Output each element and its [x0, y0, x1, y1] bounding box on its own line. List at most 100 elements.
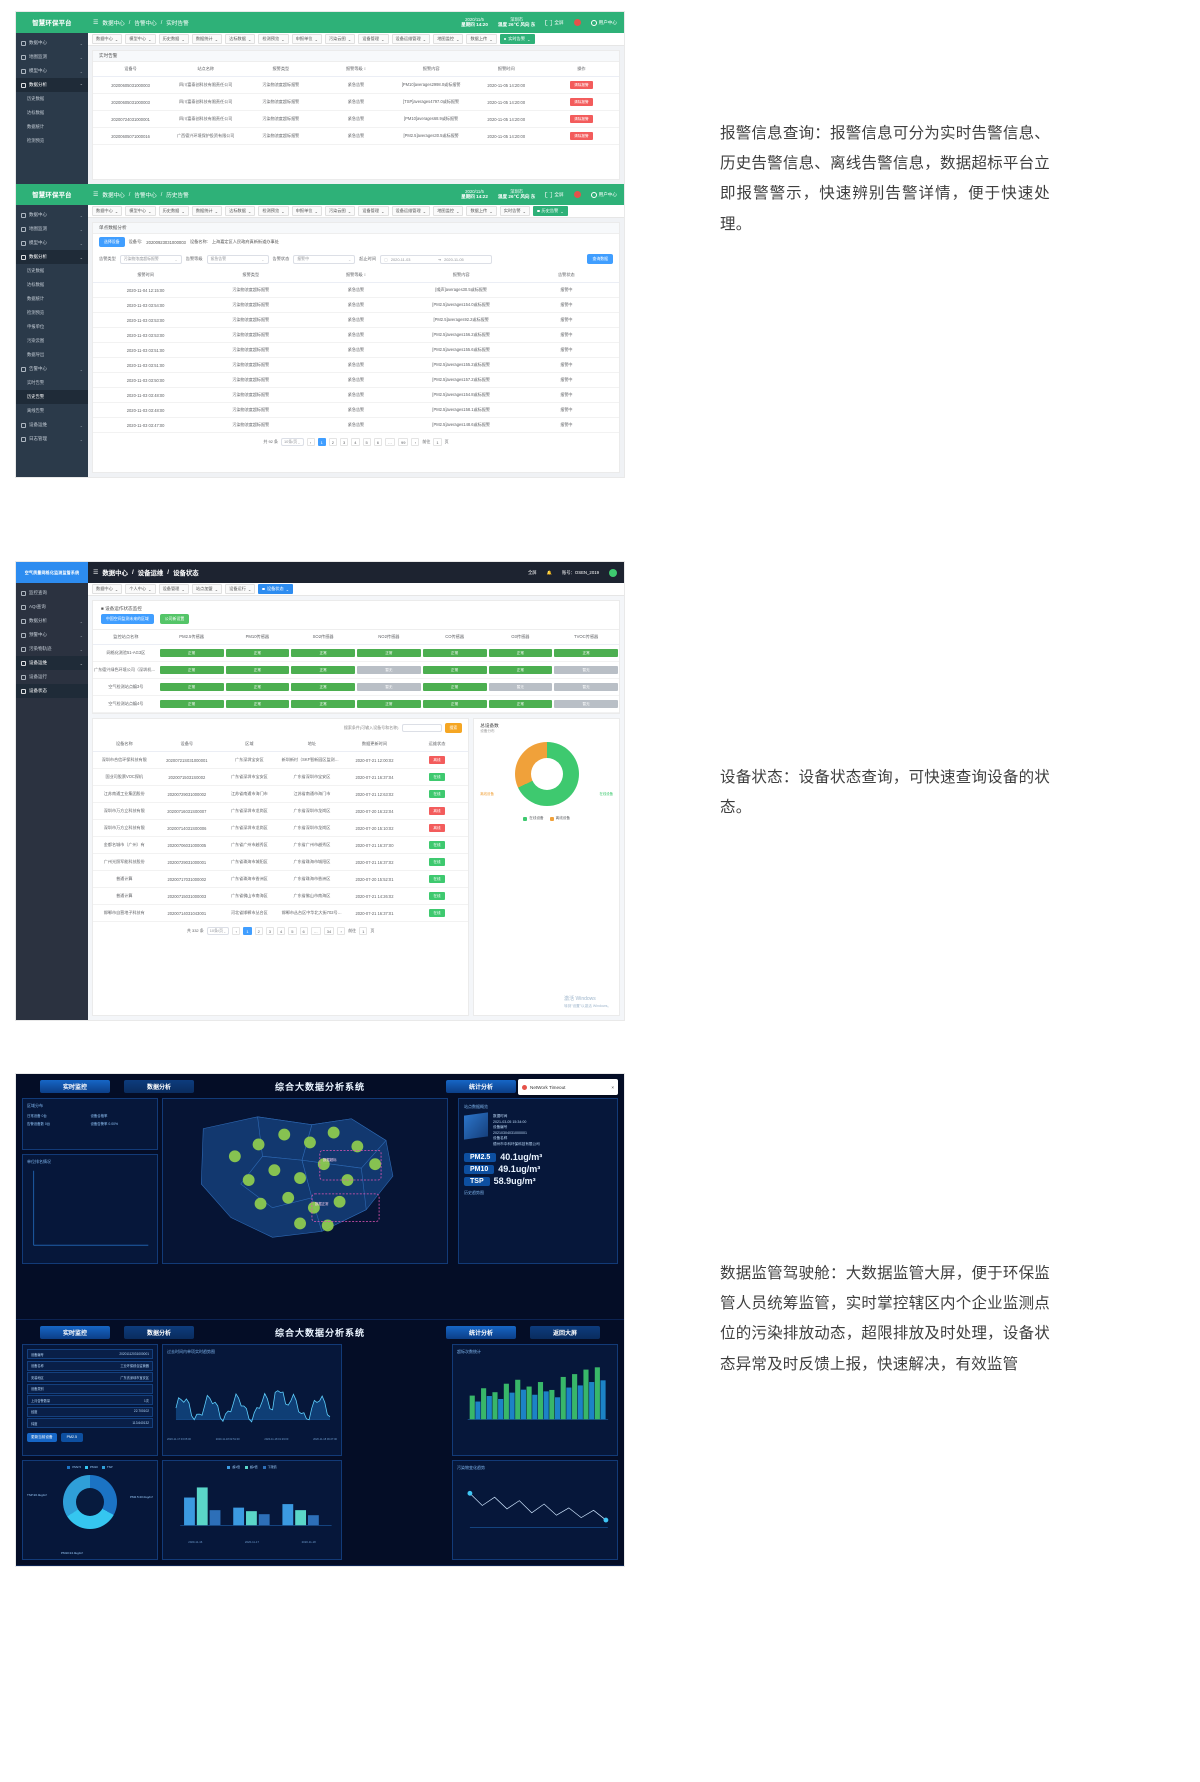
- status-pill[interactable]: 暂无: [357, 666, 421, 674]
- tab-data-analysis[interactable]: 数据分析: [124, 1080, 194, 1093]
- table-row[interactable]: 20200605071000016 广西德兴环境保护投资有限公司 污染物浓度超标报警…: [93, 127, 619, 145]
- tab-7[interactable]: 污染云图 ⌄: [324, 34, 356, 44]
- tab-8[interactable]: 设备管理 ⌄: [358, 34, 389, 44]
- sidebar3-item-7[interactable]: 设备状态: [16, 684, 88, 698]
- fullscreen-button[interactable]: 全屏: [545, 19, 564, 26]
- status-pill[interactable]: 正常: [225, 666, 290, 674]
- page-34[interactable]: 34: [323, 927, 335, 935]
- state-badge[interactable]: 在线: [429, 841, 445, 849]
- page-size-select[interactable]: 10条/页 ⌄: [281, 438, 304, 446]
- sidebar3-item-1[interactable]: AQI查询: [16, 600, 88, 614]
- state-badge[interactable]: 在线: [429, 790, 445, 798]
- table-row[interactable]: 2020-11-03 03:50:00 污染物浓度超标报警 紧急告警 [PM2.5]a…: [93, 372, 619, 388]
- table-row[interactable]: 空气检测站点编3号 正常 正常 正常 暂无 正常 暂无 暂无: [93, 678, 619, 696]
- col2-4[interactable]: 告警状态: [513, 268, 619, 283]
- col4-5[interactable]: 运维状态: [405, 737, 469, 752]
- sidebar-item-3[interactable]: 数据分析 ⌃: [16, 78, 88, 92]
- col3-5[interactable]: CO传感器: [421, 629, 488, 645]
- col2-3[interactable]: 报警内容: [408, 268, 514, 283]
- tab2-8[interactable]: 设备管理 ⌄: [358, 206, 389, 216]
- page-5[interactable]: 5: [288, 927, 297, 935]
- col4-2[interactable]: 区域: [218, 737, 281, 752]
- pie-legend-0[interactable]: PM2.5: [67, 1465, 81, 1469]
- chart-c-legend-2[interactable]: 下限值: [262, 1465, 277, 1469]
- state-badge[interactable]: 离线: [429, 807, 445, 815]
- tab-stat-analysis[interactable]: 统计分析: [446, 1080, 516, 1093]
- tab-2[interactable]: 历史数据 ⌄: [158, 34, 189, 44]
- search-button[interactable]: 查询数据: [587, 254, 613, 264]
- sidebar-item-5[interactable]: 达标数据: [16, 106, 88, 120]
- table-row[interactable]: 20200724031000001 四川富泰创科技有限责任公司 污染物浓度超标报警紧…: [93, 110, 619, 128]
- col2-0[interactable]: 报警时间: [93, 268, 199, 283]
- sidebar-item-1[interactable]: 地图监测 ⌄: [16, 50, 88, 64]
- status-pill[interactable]: 正常: [225, 649, 290, 657]
- tab-data-analysis-2[interactable]: 数据分析: [124, 1326, 194, 1339]
- goto-input-3[interactable]: 1: [359, 927, 368, 935]
- legend-online[interactable]: 在线设备: [523, 816, 544, 821]
- clear-alarm-button[interactable]: 清除报警: [570, 132, 593, 140]
- tab2-1[interactable]: 模型中心 ⌄: [125, 206, 156, 216]
- tab2-2[interactable]: 历史数据 ⌄: [158, 206, 189, 216]
- tab-realtime-monitor-2[interactable]: 实时监控: [40, 1326, 110, 1339]
- col2-2[interactable]: 报警等级 ↕: [303, 268, 409, 283]
- status-pill[interactable]: 正常: [159, 700, 224, 708]
- status-pill[interactable]: 正常: [554, 649, 618, 657]
- tab2-7[interactable]: 污染云图 ⌄: [324, 206, 356, 216]
- prev-page-button-3[interactable]: ‹: [232, 927, 241, 935]
- sidebar2-item-14[interactable]: 离线告警: [16, 404, 88, 418]
- account-label[interactable]: 账号：OSEN_2019: [561, 569, 599, 575]
- col4-3[interactable]: 地址: [280, 737, 344, 752]
- sidebar-item-4[interactable]: 历史数据: [16, 92, 88, 106]
- sidebar-item-7[interactable]: 检测预览: [16, 134, 88, 148]
- tab2-11[interactable]: 数据上传 ⌄: [466, 206, 497, 216]
- page-size-select-3[interactable]: 10条/页 ⌄: [206, 927, 230, 935]
- map-panel[interactable]: 数据超标 数据正常: [162, 1098, 448, 1264]
- status-pill[interactable]: 正常: [422, 683, 487, 691]
- table-row[interactable]: 深圳市合信环保科技有限 20200721S031000001 广东深圳宝安区 新圳新村…: [93, 751, 469, 769]
- table-row[interactable]: 邯郸市自营地子科技有 20200714031043001 河北省邯郸市丛台区 邯郸市丛…: [93, 904, 469, 922]
- table-row[interactable]: 深圳市万方立科技有限 20200714031S00006 广东省深圳市龙岗区 广东省深…: [93, 819, 469, 837]
- status-pill[interactable]: 正常: [159, 666, 224, 674]
- tab-6[interactable]: 申报单位 ⌄: [291, 34, 322, 44]
- tab2-3[interactable]: 数据统计 ⌄: [191, 206, 223, 216]
- chart-c-legend-1[interactable]: 超2倍: [244, 1465, 258, 1469]
- status-pill[interactable]: 暂无: [554, 683, 618, 691]
- col4-4[interactable]: 数据更新时间: [343, 737, 406, 752]
- table-row[interactable]: 国业司股票VOC探机 20200715031S0002 广东省深圳市宝安区 广东省深圳…: [93, 768, 469, 786]
- table-row[interactable]: 2020-11-04 12:15:00 污染物浓度超标报警 紧急告警 [噪声]aver…: [93, 282, 619, 298]
- sidebar2-item-6[interactable]: 数据统计: [16, 292, 88, 306]
- goto-input[interactable]: 1: [433, 438, 442, 446]
- sidebar3-item-2[interactable]: 数据分析 ⌄: [16, 614, 88, 628]
- tab-5[interactable]: 检测预览 ⌄: [258, 34, 289, 44]
- state-badge[interactable]: 离线: [429, 824, 445, 832]
- pie-legend-2[interactable]: TSP: [101, 1465, 113, 1469]
- col3-6[interactable]: O3传感器: [487, 629, 554, 645]
- breadcrumb2-item-1[interactable]: 告警中心: [134, 192, 157, 199]
- status-pill[interactable]: 暂无: [488, 683, 553, 691]
- page-2[interactable]: 2: [254, 927, 263, 935]
- tab-0[interactable]: 数据中心 ⌄: [92, 34, 123, 44]
- col-4[interactable]: 报警内容: [393, 62, 469, 77]
- avatar-3[interactable]: [609, 568, 617, 577]
- breadcrumb3-item-0[interactable]: 数据中心: [102, 570, 128, 577]
- status-pill[interactable]: 暂无: [554, 666, 618, 674]
- sidebar2-item-16[interactable]: 日志管理 ⌄: [16, 432, 88, 446]
- next-page-button-3[interactable]: ›: [337, 927, 346, 935]
- tab2-13[interactable]: 历史告警 ⌄: [533, 206, 568, 216]
- status-pill[interactable]: 暂无: [357, 683, 421, 691]
- table-row[interactable]: 2020-11-03 03:47:00 污染物浓度超标报警 紧急告警 [PM2.5]a…: [93, 417, 619, 433]
- table-row[interactable]: 金都名城市（广州）有 20200706031000005 广东省广州市越秀区 广东省广…: [93, 836, 469, 854]
- col2-1[interactable]: 报警类型: [198, 268, 304, 283]
- tab2-10[interactable]: 地图监控 ⌄: [433, 206, 464, 216]
- alarm-state-select[interactable]: 报警中 ⌄: [293, 254, 356, 264]
- status-pill[interactable]: 正常: [422, 649, 487, 657]
- tab2-12[interactable]: 实时告警 ⌄: [499, 206, 531, 216]
- sidebar2-item-4[interactable]: 历史数据: [16, 264, 88, 278]
- status-pill[interactable]: 正常: [357, 700, 421, 708]
- status-pill[interactable]: 正常: [225, 683, 290, 691]
- page-1[interactable]: 1: [243, 927, 252, 935]
- status-pill[interactable]: 正常: [291, 666, 355, 674]
- param-select-button[interactable]: PM2.5: [60, 1433, 83, 1442]
- col4-1[interactable]: 设备号: [155, 737, 219, 752]
- tab3-5[interactable]: 设备状态 ⌄: [258, 584, 294, 594]
